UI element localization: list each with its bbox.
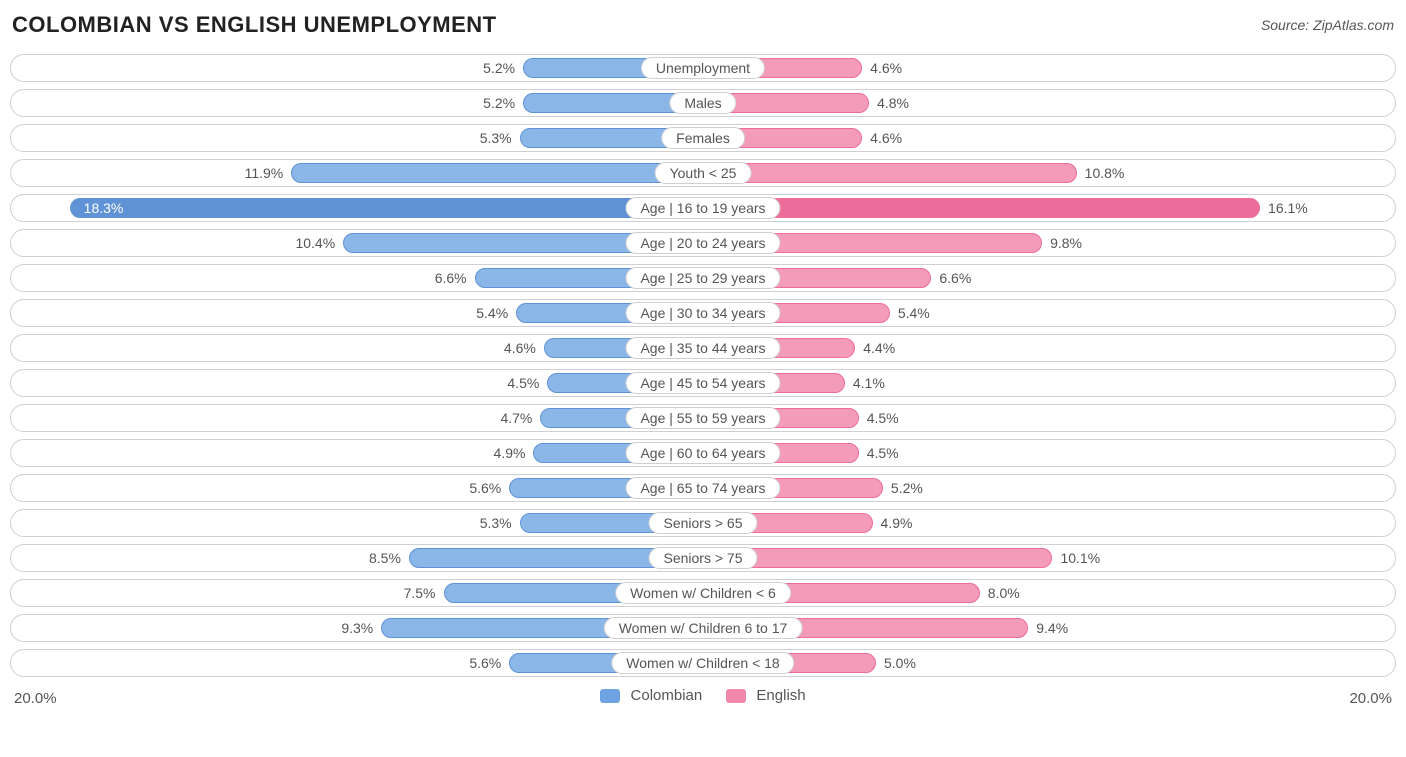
bar-right — [703, 163, 1077, 183]
value-right: 4.6% — [862, 125, 902, 151]
legend-label-left: Colombian — [631, 687, 703, 704]
chart-row: 5.2% 4.6% Unemployment — [10, 54, 1396, 82]
chart-row: 18.3% 16.1% Age | 16 to 19 years — [10, 194, 1396, 222]
chart-row: 5.2% 4.8% Males — [10, 89, 1396, 117]
value-left: 5.2% — [483, 90, 523, 116]
value-left: 18.3% — [84, 195, 132, 221]
diverging-bar-chart: 5.2% 4.6% Unemployment 5.2% 4.8% Males 5.3% 4.6… — [10, 54, 1396, 677]
axis-right-max: 20.0% — [1349, 690, 1392, 707]
category-label: Males — [669, 92, 736, 114]
chart-row: 5.6% 5.2% Age | 65 to 74 years — [10, 474, 1396, 502]
category-label: Unemployment — [641, 57, 765, 79]
chart-row: 11.9% 10.8% Youth < 25 — [10, 159, 1396, 187]
value-left: 4.7% — [500, 405, 540, 431]
value-right: 4.9% — [873, 510, 913, 536]
chart-row: 6.6% 6.6% Age | 25 to 29 years — [10, 264, 1396, 292]
category-label: Youth < 25 — [655, 162, 752, 184]
chart-row: 7.5% 8.0% Women w/ Children < 6 — [10, 579, 1396, 607]
category-label: Age | 35 to 44 years — [625, 337, 780, 359]
category-label: Women w/ Children 6 to 17 — [604, 617, 803, 639]
value-left: 5.3% — [480, 510, 520, 536]
chart-source: Source: ZipAtlas.com — [1261, 17, 1394, 33]
chart-row: 8.5% 10.1% Seniors > 75 — [10, 544, 1396, 572]
value-right: 16.1% — [1260, 195, 1308, 221]
chart-row: 10.4% 9.8% Age | 20 to 24 years — [10, 229, 1396, 257]
value-right: 9.4% — [1028, 615, 1068, 641]
legend: Colombian English — [10, 687, 1396, 704]
category-label: Females — [661, 127, 745, 149]
value-right: 4.8% — [869, 90, 909, 116]
value-right: 10.1% — [1052, 545, 1100, 571]
chart-row: 5.4% 5.4% Age | 30 to 34 years — [10, 299, 1396, 327]
value-left: 5.3% — [480, 125, 520, 151]
category-label: Age | 30 to 34 years — [625, 302, 780, 324]
value-left: 6.6% — [435, 265, 475, 291]
value-right: 4.6% — [862, 55, 902, 81]
category-label: Seniors > 75 — [649, 547, 758, 569]
legend-item-left: Colombian — [600, 687, 702, 704]
value-right: 4.5% — [859, 405, 899, 431]
chart-row: 5.3% 4.6% Females — [10, 124, 1396, 152]
legend-item-right: English — [726, 687, 805, 704]
legend-swatch-left — [600, 689, 620, 703]
value-right: 4.1% — [845, 370, 885, 396]
chart-row: 5.6% 5.0% Women w/ Children < 18 — [10, 649, 1396, 677]
value-left: 5.6% — [469, 475, 509, 501]
category-label: Age | 25 to 29 years — [625, 267, 780, 289]
value-left: 5.4% — [476, 300, 516, 326]
legend-swatch-right — [726, 689, 746, 703]
category-label: Age | 16 to 19 years — [625, 197, 780, 219]
chart-row: 5.3% 4.9% Seniors > 65 — [10, 509, 1396, 537]
value-left: 7.5% — [404, 580, 444, 606]
value-right: 9.8% — [1042, 230, 1082, 256]
value-right: 8.0% — [980, 580, 1020, 606]
category-label: Women w/ Children < 18 — [611, 652, 794, 674]
bar-right — [703, 198, 1260, 218]
value-right: 5.0% — [876, 650, 916, 676]
chart-row: 4.5% 4.1% Age | 45 to 54 years — [10, 369, 1396, 397]
chart-row: 9.3% 9.4% Women w/ Children 6 to 17 — [10, 614, 1396, 642]
value-left: 5.6% — [469, 650, 509, 676]
value-left: 4.6% — [504, 335, 544, 361]
category-label: Seniors > 65 — [649, 512, 758, 534]
value-left: 5.2% — [483, 55, 523, 81]
value-left: 10.4% — [295, 230, 343, 256]
value-right: 5.2% — [883, 475, 923, 501]
chart-row: 4.7% 4.5% Age | 55 to 59 years — [10, 404, 1396, 432]
value-left: 8.5% — [369, 545, 409, 571]
value-right: 5.4% — [890, 300, 930, 326]
value-right: 6.6% — [931, 265, 971, 291]
category-label: Age | 55 to 59 years — [625, 407, 780, 429]
value-left: 9.3% — [341, 615, 381, 641]
value-right: 4.5% — [859, 440, 899, 466]
bar-left — [70, 198, 703, 218]
chart-row: 4.9% 4.5% Age | 60 to 64 years — [10, 439, 1396, 467]
legend-label-right: English — [756, 687, 805, 704]
value-right: 4.4% — [855, 335, 895, 361]
value-left: 4.9% — [494, 440, 534, 466]
category-label: Age | 20 to 24 years — [625, 232, 780, 254]
value-left: 4.5% — [507, 370, 547, 396]
chart-title: COLOMBIAN VS ENGLISH UNEMPLOYMENT — [12, 12, 497, 38]
category-label: Age | 65 to 74 years — [625, 477, 780, 499]
chart-header: COLOMBIAN VS ENGLISH UNEMPLOYMENT Source… — [10, 8, 1396, 54]
axis-left-max: 20.0% — [14, 690, 57, 707]
chart-row: 4.6% 4.4% Age | 35 to 44 years — [10, 334, 1396, 362]
value-right: 10.8% — [1077, 160, 1125, 186]
category-label: Women w/ Children < 6 — [615, 582, 791, 604]
value-left: 11.9% — [245, 160, 292, 186]
bar-left — [291, 163, 703, 183]
category-label: Age | 60 to 64 years — [625, 442, 780, 464]
category-label: Age | 45 to 54 years — [625, 372, 780, 394]
